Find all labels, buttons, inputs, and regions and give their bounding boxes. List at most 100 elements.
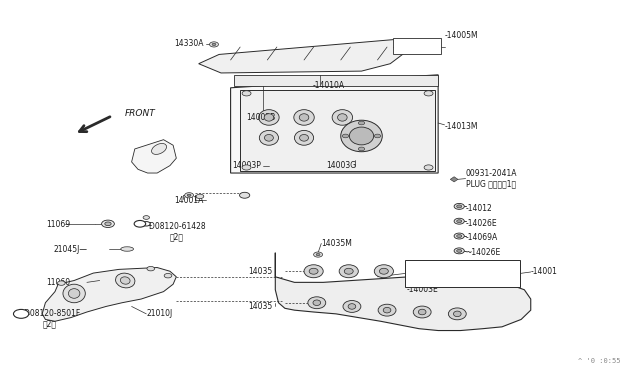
Text: PLUG プラグ（1）: PLUG プラグ（1） <box>466 180 516 189</box>
Polygon shape <box>451 177 458 182</box>
Circle shape <box>212 43 216 45</box>
Polygon shape <box>275 253 531 331</box>
Ellipse shape <box>294 131 314 145</box>
Text: 14003G: 14003G <box>326 161 356 170</box>
Ellipse shape <box>374 265 394 278</box>
Ellipse shape <box>339 265 358 278</box>
Ellipse shape <box>415 268 424 274</box>
Ellipse shape <box>63 284 85 303</box>
Bar <box>405 260 520 287</box>
Circle shape <box>105 222 111 226</box>
Text: B: B <box>19 311 23 316</box>
Text: -14013M: -14013M <box>445 122 478 131</box>
Ellipse shape <box>419 309 426 315</box>
Circle shape <box>454 248 465 254</box>
Circle shape <box>242 91 251 96</box>
Text: -14001: -14001 <box>531 267 557 276</box>
Circle shape <box>196 194 204 199</box>
Ellipse shape <box>120 277 130 284</box>
Polygon shape <box>240 90 435 171</box>
Polygon shape <box>230 75 438 173</box>
Text: -14069A: -14069A <box>466 233 498 243</box>
Ellipse shape <box>413 306 431 318</box>
Circle shape <box>457 249 462 252</box>
Text: 14035: 14035 <box>248 302 273 311</box>
Text: 14002B: 14002B <box>246 113 276 122</box>
Text: 08931-3041A: 08931-3041A <box>407 261 458 270</box>
Ellipse shape <box>383 307 391 313</box>
Ellipse shape <box>300 135 308 141</box>
Ellipse shape <box>337 114 347 121</box>
Ellipse shape <box>450 268 459 274</box>
Circle shape <box>457 235 462 237</box>
Ellipse shape <box>121 247 134 251</box>
Text: 14035: 14035 <box>248 267 273 276</box>
Ellipse shape <box>380 268 388 274</box>
Ellipse shape <box>343 301 361 312</box>
Bar <box>394 38 442 54</box>
Text: -14012: -14012 <box>466 204 492 213</box>
Polygon shape <box>234 75 438 86</box>
Ellipse shape <box>349 127 374 145</box>
Circle shape <box>314 252 323 257</box>
Text: 00931-2041A: 00931-2041A <box>466 169 517 177</box>
Text: ^ '0 :0:55: ^ '0 :0:55 <box>578 358 620 364</box>
Ellipse shape <box>340 120 382 152</box>
Text: 21010J: 21010J <box>147 310 173 318</box>
Ellipse shape <box>300 114 309 121</box>
Ellipse shape <box>378 304 396 316</box>
Circle shape <box>239 192 250 198</box>
Circle shape <box>358 147 365 151</box>
Text: ~14026E: ~14026E <box>466 248 501 257</box>
Text: -14010A: -14010A <box>312 81 344 90</box>
Ellipse shape <box>445 265 464 278</box>
Polygon shape <box>42 267 176 321</box>
Circle shape <box>187 194 191 196</box>
Text: 14330A: 14330A <box>174 39 204 48</box>
Text: 11060: 11060 <box>47 278 71 287</box>
Text: 14001A: 14001A <box>174 196 204 205</box>
Circle shape <box>374 134 381 138</box>
Circle shape <box>424 165 433 170</box>
Circle shape <box>457 220 462 223</box>
Polygon shape <box>198 39 422 73</box>
Ellipse shape <box>304 265 323 278</box>
Ellipse shape <box>259 131 278 145</box>
Ellipse shape <box>454 311 461 317</box>
Circle shape <box>143 216 150 219</box>
Ellipse shape <box>309 268 318 274</box>
Circle shape <box>58 281 65 285</box>
Ellipse shape <box>332 110 353 125</box>
Circle shape <box>316 253 320 256</box>
Ellipse shape <box>116 273 135 288</box>
Circle shape <box>164 273 172 278</box>
Ellipse shape <box>313 300 321 305</box>
Circle shape <box>454 218 465 224</box>
Ellipse shape <box>449 308 467 320</box>
Circle shape <box>147 266 155 271</box>
Text: Ð08120-61428: Ð08120-61428 <box>150 222 206 231</box>
Text: （2）: （2） <box>42 320 56 329</box>
Ellipse shape <box>294 110 314 125</box>
Ellipse shape <box>308 297 326 309</box>
Circle shape <box>242 165 251 170</box>
Text: -14026E: -14026E <box>466 219 497 228</box>
Ellipse shape <box>410 265 429 278</box>
Circle shape <box>134 221 146 227</box>
Ellipse shape <box>348 304 356 309</box>
Circle shape <box>13 310 29 318</box>
Text: PLUG プラグ（5）: PLUG プラグ（5） <box>407 272 457 281</box>
Circle shape <box>358 121 365 125</box>
Text: 11069: 11069 <box>47 221 71 230</box>
Ellipse shape <box>344 268 353 274</box>
Text: 14003P: 14003P <box>232 161 260 170</box>
Circle shape <box>424 91 433 96</box>
Ellipse shape <box>264 114 274 121</box>
Text: Ð08120-8501F: Ð08120-8501F <box>24 310 81 318</box>
Circle shape <box>454 233 465 239</box>
Text: -14003E: -14003E <box>407 285 438 294</box>
Ellipse shape <box>68 289 80 298</box>
Text: B: B <box>138 221 141 226</box>
Circle shape <box>102 220 115 228</box>
Text: 14035M: 14035M <box>321 239 352 248</box>
